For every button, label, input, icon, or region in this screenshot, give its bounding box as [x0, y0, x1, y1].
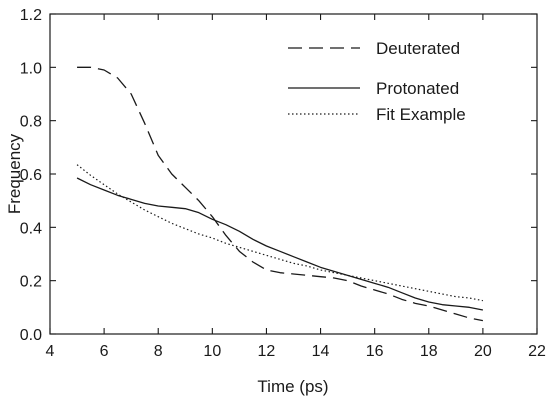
plot-frame [49, 13, 538, 335]
series-layer [76, 66, 484, 322]
legend: Deuterated Protonated Fit Example [288, 39, 466, 124]
legend-label-protonated: Protonated [376, 79, 459, 98]
x-tick-label: 6 [100, 343, 109, 360]
legend-label-deuterated: Deuterated [376, 39, 460, 58]
x-tick-label: 22 [528, 343, 546, 360]
series-line-deuterated [77, 66, 484, 322]
y-axis-title: Frequency [5, 133, 24, 214]
series-line-protonated [76, 177, 484, 311]
series-line-fit-example [76, 164, 484, 302]
y-tick-label: 0.8 [20, 114, 42, 131]
x-tick-label: 10 [203, 343, 221, 360]
axis-tick-labels: 4 6 8 10 12 14 16 18 20 22 0.0 0.2 0.4 0.6 0.8 1.0 1.2 [20, 7, 546, 360]
y-tick-label: 0.0 [20, 327, 42, 344]
y-tick-label: 0.2 [20, 274, 42, 291]
x-tick-label: 4 [46, 343, 55, 360]
y-tick-label: 0.6 [20, 167, 42, 184]
x-axis-title: Time (ps) [257, 377, 328, 396]
x-tick-label: 8 [154, 343, 163, 360]
x-tick-label: 18 [420, 343, 438, 360]
y-tick-label: 1.0 [20, 60, 42, 77]
x-tick-label: 20 [474, 343, 492, 360]
axis-ticks [49, 13, 538, 335]
y-tick-label: 0.4 [20, 220, 42, 237]
x-tick-label: 14 [312, 343, 330, 360]
x-tick-label: 16 [366, 343, 384, 360]
y-tick-label: 1.2 [20, 7, 42, 24]
legend-label-fit-example: Fit Example [376, 105, 466, 124]
x-tick-label: 12 [258, 343, 276, 360]
